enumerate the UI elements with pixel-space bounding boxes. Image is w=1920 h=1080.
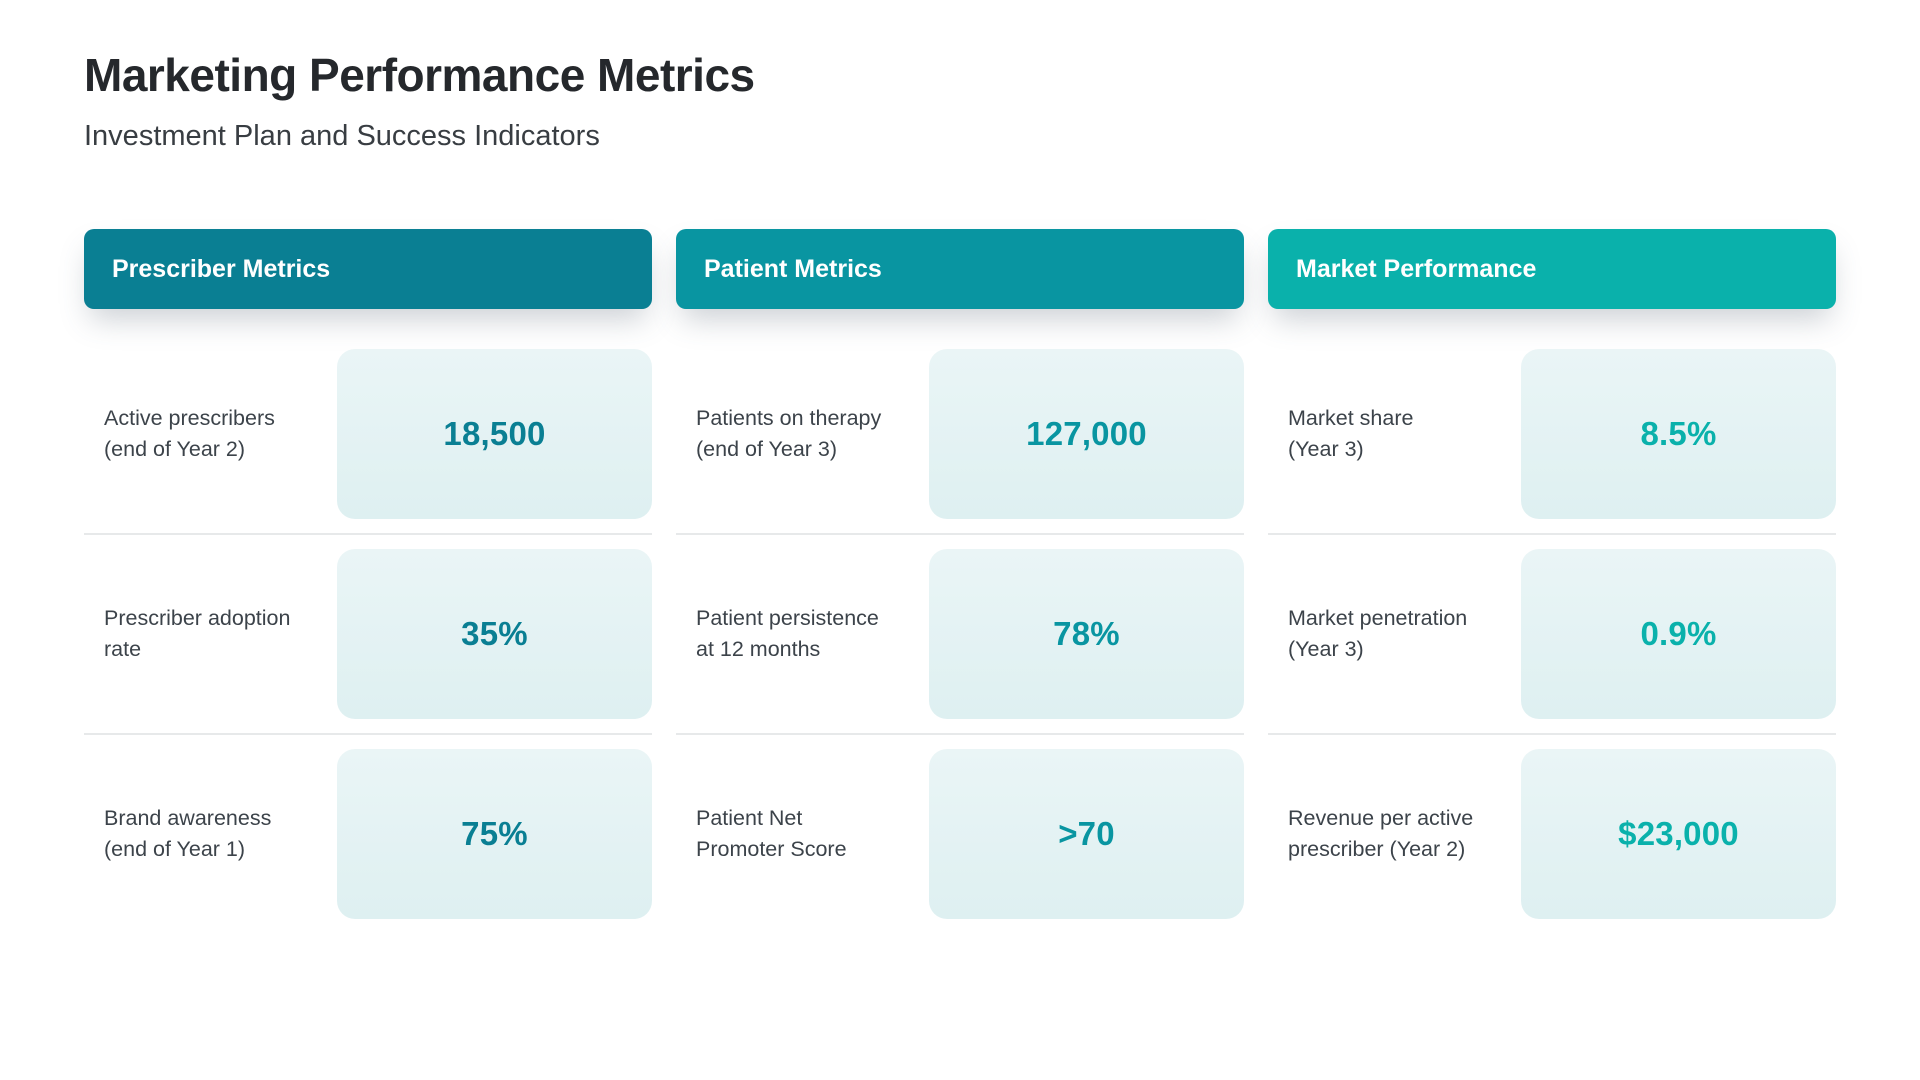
column-rows: Market share (Year 3) 8.5% Market penetr… <box>1268 335 1836 933</box>
metric-value-card: 78% <box>929 549 1244 719</box>
metric-value: 35% <box>461 615 528 652</box>
metrics-grid: Prescriber Metrics Active prescribers (e… <box>84 229 1836 933</box>
metric-row-patient-persistence: Patient persistence at 12 months 78% <box>676 533 1244 733</box>
column-patient-metrics: Patient Metrics Patients on therapy (end… <box>676 229 1244 933</box>
metric-label: Patients on therapy (end of Year 3) <box>696 405 882 461</box>
column-header-label: Patient Metrics <box>704 254 882 283</box>
metric-label: Patient Net Promoter Score <box>696 805 847 861</box>
column-header-prescriber-metrics: Prescriber Metrics <box>84 229 652 309</box>
metric-value: $23,000 <box>1618 815 1739 852</box>
metric-value-card: 18,500 <box>337 349 652 519</box>
metric-row-market-penetration: Market penetration (Year 3) 0.9% <box>1268 533 1836 733</box>
metric-value: 78% <box>1053 615 1120 652</box>
metric-value-card: 127,000 <box>929 349 1244 519</box>
metric-value: 18,500 <box>443 415 546 452</box>
metric-value-card: $23,000 <box>1521 749 1836 919</box>
metric-row-patients-on-therapy: Patients on therapy (end of Year 3) 127,… <box>676 335 1244 533</box>
metric-value: 75% <box>461 815 528 852</box>
metric-label: Active prescribers (end of Year 2) <box>104 405 275 461</box>
page-title: Marketing Performance Metrics <box>84 49 755 101</box>
column-market-performance: Market Performance Market share (Year 3)… <box>1268 229 1836 933</box>
metric-value: 0.9% <box>1640 615 1717 652</box>
metric-row-prescriber-adoption-rate: Prescriber adoption rate 35% <box>84 533 652 733</box>
metric-row-market-share: Market share (Year 3) 8.5% <box>1268 335 1836 533</box>
metric-label: Market penetration (Year 3) <box>1288 605 1468 661</box>
metric-value-card: 8.5% <box>1521 349 1836 519</box>
metric-label: Prescriber adoption rate <box>104 605 291 661</box>
metric-value-card: 35% <box>337 549 652 719</box>
column-prescriber-metrics: Prescriber Metrics Active prescribers (e… <box>84 229 652 933</box>
metric-value-card: >70 <box>929 749 1244 919</box>
metric-value-card: 75% <box>337 749 652 919</box>
metric-value: >70 <box>1058 815 1115 852</box>
column-rows: Patients on therapy (end of Year 3) 127,… <box>676 335 1244 933</box>
column-header-label: Market Performance <box>1296 254 1537 283</box>
column-header-patient-metrics: Patient Metrics <box>676 229 1244 309</box>
metric-value-card: 0.9% <box>1521 549 1836 719</box>
metric-row-active-prescribers: Active prescribers (end of Year 2) 18,50… <box>84 335 652 533</box>
metric-label: Market share (Year 3) <box>1288 405 1414 461</box>
column-header-label: Prescriber Metrics <box>112 254 331 283</box>
metric-label: Brand awareness (end of Year 1) <box>104 805 272 861</box>
column-rows: Active prescribers (end of Year 2) 18,50… <box>84 335 652 933</box>
metric-value: 127,000 <box>1026 415 1147 452</box>
metric-label: Patient persistence at 12 months <box>696 605 879 661</box>
metric-value: 8.5% <box>1640 415 1717 452</box>
metric-label: Revenue per active prescriber (Year 2) <box>1288 805 1474 861</box>
metric-row-patient-nps: Patient Net Promoter Score >70 <box>676 733 1244 933</box>
metrics-dashboard: Marketing Performance Metrics Investment… <box>84 49 1836 933</box>
column-header-market-performance: Market Performance <box>1268 229 1836 309</box>
metric-row-brand-awareness: Brand awareness (end of Year 1) 75% <box>84 733 652 933</box>
metric-row-revenue-per-prescriber: Revenue per active prescriber (Year 2) $… <box>1268 733 1836 933</box>
page-subtitle: Investment Plan and Success Indicators <box>84 120 600 152</box>
